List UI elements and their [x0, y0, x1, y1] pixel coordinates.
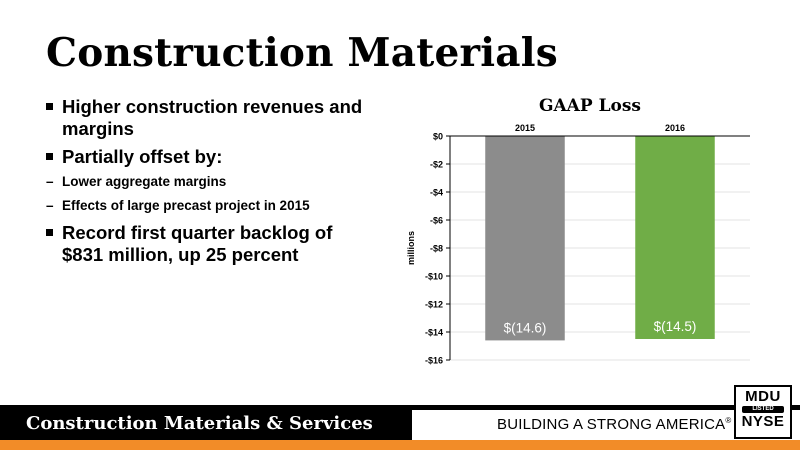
footer-tagline: BUILDING A STRONG AMERICA®: [497, 416, 732, 433]
bullet-item: Partially offset by:: [46, 146, 376, 168]
y-tick-label: -$4: [430, 188, 443, 198]
sub-bullet-text: Lower aggregate margins: [62, 174, 227, 189]
bar-data-label: $(14.5): [654, 319, 697, 334]
bullet-text: Partially offset by:: [62, 146, 223, 167]
footer-segment-band: [0, 410, 412, 440]
footer-segment-name: Construction Materials & Services: [26, 413, 373, 434]
y-tick-label: -$2: [430, 160, 443, 170]
dash-bullet-icon: –: [46, 174, 54, 189]
bullet-text: Record first quarter backlog of $831 mil…: [62, 222, 333, 265]
y-tick-label: -$8: [430, 244, 443, 254]
bar-chart: $0 -$2 -$4 -$6 -$8 -$10 -$12 -$14 -$16 millions $(…: [406, 123, 750, 366]
logo-listed: LISTED: [742, 406, 784, 413]
bar: [485, 136, 565, 341]
sub-bullet-item: – Lower aggregate margins: [46, 174, 376, 190]
sub-bullet-text: Effects of large precast project in 2015: [62, 198, 310, 213]
dash-bullet-icon: –: [46, 198, 54, 213]
y-tick-label: -$14: [425, 328, 443, 338]
slide-title: Construction Materials: [46, 30, 558, 76]
bar-data-label: $(14.6): [504, 320, 547, 335]
bullet-list: Higher construction revenues and margins…: [46, 96, 376, 272]
nyse-listed-logo: MDU LISTED NYSE: [734, 385, 792, 439]
square-bullet-icon: [46, 153, 53, 160]
bar: [635, 136, 715, 339]
y-axis-label: millions: [406, 231, 416, 265]
footer-tagline-text: BUILDING A STRONG AMERICA: [497, 416, 726, 433]
y-tick-label: -$16: [425, 356, 443, 366]
square-bullet-icon: [46, 103, 53, 110]
y-tick-label: -$12: [425, 300, 443, 310]
logo-exchange: NYSE: [741, 413, 785, 430]
x-tick-label: 2016: [665, 123, 685, 133]
footer-accent-stripe: [0, 440, 800, 450]
square-bullet-icon: [46, 229, 53, 236]
bullet-item: Higher construction revenues and margins: [46, 96, 376, 140]
y-tick-label: -$6: [430, 216, 443, 226]
x-tick-label: 2015: [515, 123, 535, 133]
y-tick-label: $0: [433, 132, 443, 142]
y-tick-label: -$10: [425, 272, 443, 282]
chart-title: GAAP Loss: [538, 96, 642, 116]
registered-mark: ®: [725, 416, 732, 425]
bullet-text: Higher construction revenues and margins: [62, 96, 363, 139]
sub-bullet-item: – Effects of large precast project in 20…: [46, 198, 376, 214]
logo-ticker: MDU: [745, 388, 781, 405]
bullet-item: Record first quarter backlog of $831 mil…: [46, 222, 376, 266]
